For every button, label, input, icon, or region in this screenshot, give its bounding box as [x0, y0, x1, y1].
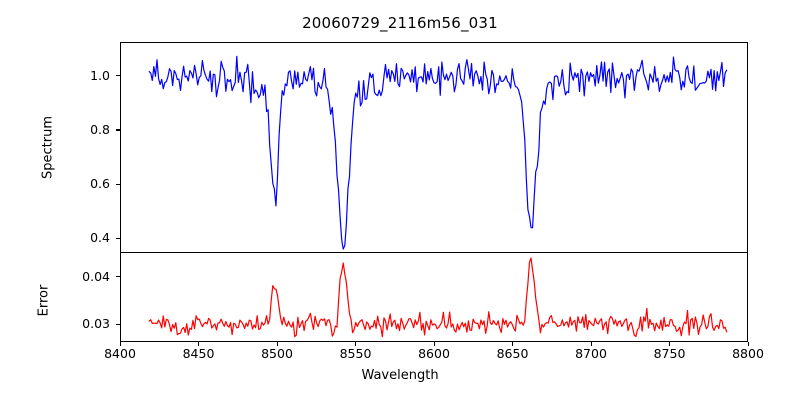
error-line-plot — [121, 253, 747, 341]
plot-title: 20060729_2116m56_031 — [302, 14, 498, 32]
x-tick-label: 8400 — [104, 346, 136, 361]
error-y-tick-label: 0.03 — [82, 316, 110, 331]
x-tick-label: 8750 — [653, 346, 686, 361]
x-tick-mark — [590, 342, 592, 346]
x-tick-mark — [355, 342, 357, 346]
spectrum-y-tick-label: 1.0 — [90, 67, 110, 83]
spectrum-panel — [120, 42, 748, 253]
x-tick-mark — [669, 342, 671, 346]
x-tick-label: 8800 — [732, 346, 764, 361]
x-tick-label: 8500 — [261, 346, 293, 361]
spectrum-y-tick-mark — [116, 75, 120, 77]
error-panel — [120, 252, 748, 342]
x-tick-label: 8550 — [339, 346, 372, 361]
x-axis-label: Wavelength — [361, 368, 439, 383]
x-tick-label: 8650 — [496, 346, 529, 361]
x-tick-mark — [276, 342, 278, 346]
spectrum-y-tick-label: 0.8 — [90, 121, 110, 137]
spectrum-line-plot — [121, 43, 747, 252]
x-tick-label: 8600 — [418, 346, 450, 361]
error-y-tick-mark — [116, 323, 120, 325]
x-tick-label: 8450 — [182, 346, 215, 361]
error-y-axis-label: Error — [36, 284, 52, 317]
x-tick-mark — [119, 342, 121, 346]
x-tick-mark — [198, 342, 200, 346]
x-tick-mark — [747, 342, 749, 346]
error-y-tick-label: 0.04 — [82, 268, 110, 284]
error-y-tick-mark — [116, 276, 120, 278]
spectrum-y-tick-mark — [116, 237, 120, 239]
spectrum-y-tick-mark — [116, 183, 120, 185]
spectrum-y-tick-label: 0.4 — [90, 230, 110, 246]
x-tick-mark — [512, 342, 514, 346]
spectrum-y-tick-label: 0.6 — [90, 176, 110, 192]
x-tick-mark — [433, 342, 435, 346]
x-tick-label: 8700 — [575, 346, 607, 361]
spectrum-y-tick-mark — [116, 129, 120, 131]
